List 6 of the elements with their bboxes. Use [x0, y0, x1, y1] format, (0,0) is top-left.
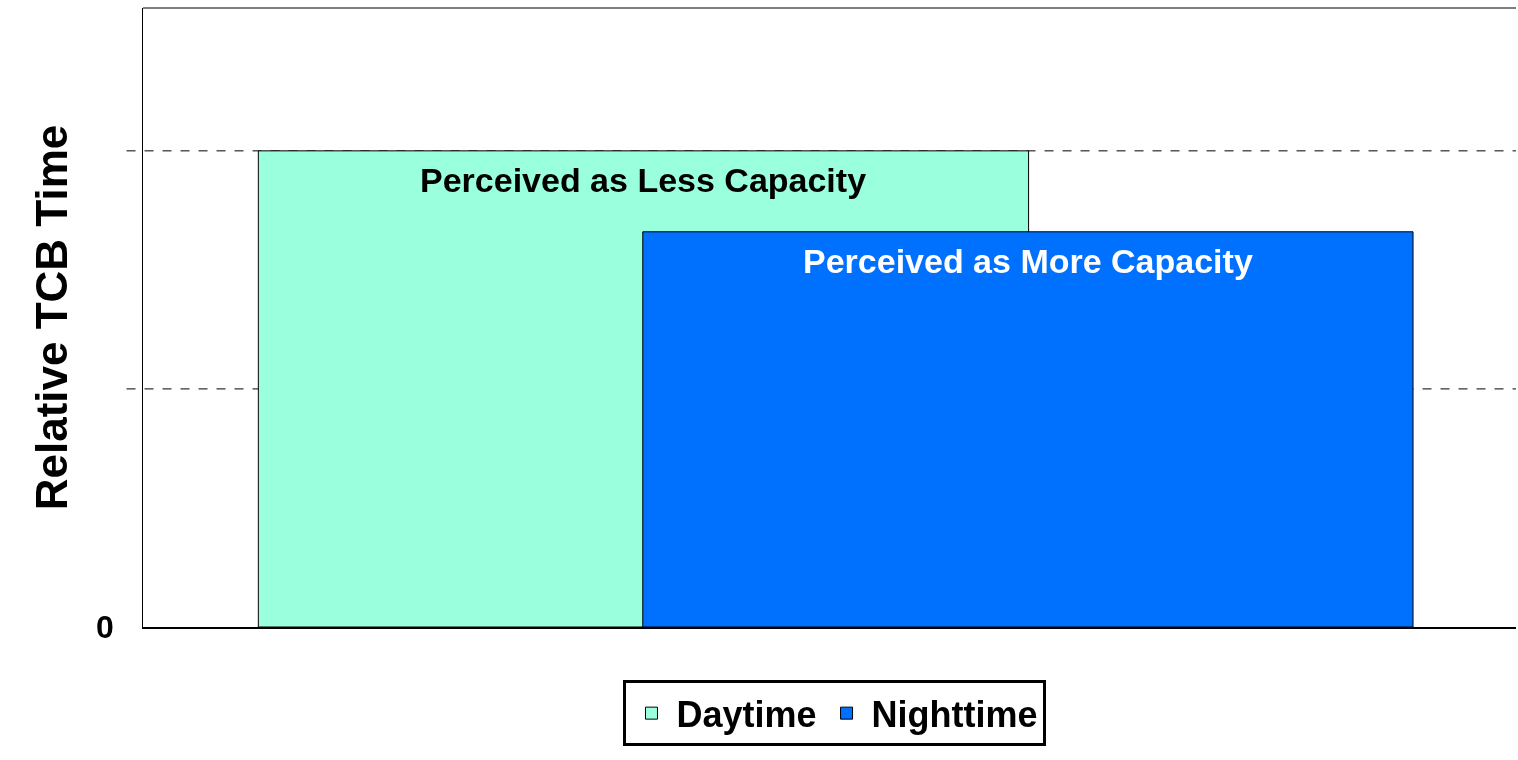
text: 0	[96, 609, 114, 645]
legend-label: Nighttime	[871, 694, 1038, 736]
y-axis-title: Relative TCB Time	[27, 124, 77, 511]
annotation: Perceived as More Capacity	[803, 242, 1253, 280]
legend-label: Daytime	[676, 694, 817, 736]
annotation: Perceived as Less Capacity	[420, 161, 867, 199]
